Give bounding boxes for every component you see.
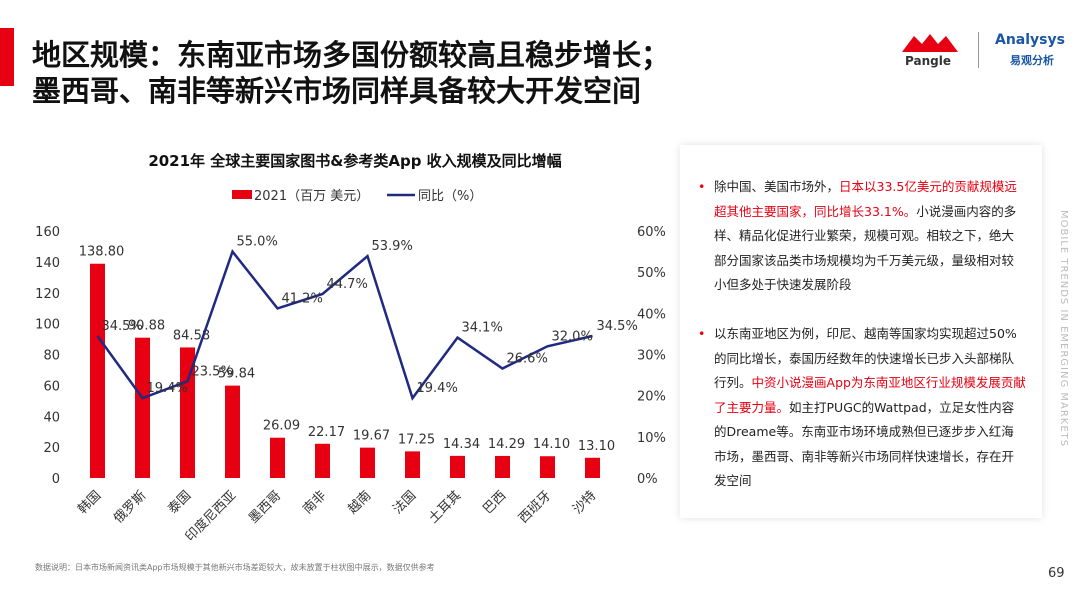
bar-label: 14.10 bbox=[533, 437, 570, 452]
x-tick-label: 越南 bbox=[345, 488, 375, 518]
bar-label: 17.25 bbox=[398, 432, 435, 447]
x-tick-label: 西班牙 bbox=[516, 488, 554, 526]
y-tick-label: 160 bbox=[35, 225, 60, 240]
bar-label: 14.29 bbox=[488, 437, 525, 452]
line-label: 53.9% bbox=[372, 239, 413, 254]
line-label: 26.6% bbox=[507, 351, 548, 366]
bar-label: 90.88 bbox=[128, 319, 165, 334]
line-label: 23.5% bbox=[192, 364, 233, 379]
x-tick-label: 韩国 bbox=[75, 488, 104, 517]
x-tick-label: 南非 bbox=[300, 488, 330, 518]
y2-tick-label: 30% bbox=[637, 349, 666, 364]
bar-label: 138.80 bbox=[79, 245, 125, 260]
bar bbox=[180, 347, 195, 478]
text-run: 中资小说漫画App为东南亚地区行业规模发展贡献了主要力量。 bbox=[714, 375, 1026, 415]
text-run: 以东南亚地区为例，印尼、越南等国家均实现超过50%的同比增长，泰国历经数年的快速… bbox=[714, 326, 1017, 390]
y2-tick-label: 0% bbox=[637, 472, 658, 487]
y2-tick-label: 20% bbox=[637, 390, 666, 405]
bar-label: 59.84 bbox=[218, 367, 255, 382]
text-panel: 除中国、美国市场外，日本以33.5亿美元的贡献规模远超其他主要国家，同比增长33… bbox=[680, 145, 1042, 518]
x-tick-label: 沙特 bbox=[570, 488, 599, 517]
y2-tick-label: 60% bbox=[637, 225, 666, 240]
y-tick-label: 60 bbox=[43, 379, 60, 394]
bar-label: 14.34 bbox=[443, 437, 480, 452]
y2-tick-label: 40% bbox=[637, 307, 666, 322]
legend-label: 2021（百万 美元） bbox=[254, 189, 369, 204]
x-tick-label: 土耳其 bbox=[426, 488, 464, 526]
y-tick-label: 0 bbox=[52, 472, 60, 487]
line-label: 19.4% bbox=[147, 381, 188, 396]
line-label: 34.1% bbox=[462, 321, 503, 336]
text-run: 日本以33.5亿美元的贡献规模远超其他主要国家，同比增长33.1%。 bbox=[714, 179, 1017, 219]
text-run: 如主打PUGC的Wattpad，立足女性内容的Dreame等。东南亚市场环境成熟… bbox=[714, 399, 1015, 489]
bar bbox=[585, 457, 600, 478]
logo-right-sub: 易观分析 bbox=[1010, 54, 1054, 67]
chart: 2021年 全球主要国家图书&参考类App 收入规模及同比增幅 0 20 40 60 80… bbox=[35, 152, 666, 540]
title-line: 地区规模：东南亚市场多国份额较高且稳步增长； bbox=[32, 38, 671, 72]
pangle-icon bbox=[902, 34, 958, 52]
bar bbox=[360, 447, 375, 478]
x-tick-label: 巴西 bbox=[480, 488, 509, 517]
text-run: 小说漫画内容的多样、精品化促进行业繁荣，规模可观。相较之下，绝大部分国家该品类市… bbox=[714, 203, 1017, 293]
x-tick-label: 泰国 bbox=[165, 488, 194, 517]
bar bbox=[450, 455, 465, 478]
side-text: MOBILE TRENDS IN EMERGING MARKETS bbox=[1058, 210, 1069, 448]
y-tick-label: 40 bbox=[43, 410, 60, 425]
line-label: 19.4% bbox=[417, 381, 458, 396]
line-label: 55.0% bbox=[237, 235, 278, 250]
y-tick-label: 100 bbox=[35, 318, 60, 333]
accent-bar bbox=[0, 28, 14, 86]
line-label: 32.0% bbox=[552, 329, 593, 344]
chart-title: 2021年 全球主要国家图书&参考类App 收入规模及同比增幅 bbox=[148, 152, 561, 170]
footnote: 数据说明：日本市场新闻资讯类App市场规模于其他新兴市场差距较大，故未放置于柱状… bbox=[35, 563, 435, 572]
text-run: 除中国、美国市场外， bbox=[714, 179, 840, 194]
line-label: 44.7% bbox=[327, 277, 368, 292]
y-tick-label: 120 bbox=[35, 287, 60, 302]
x-tick-label: 墨西哥 bbox=[246, 488, 284, 526]
bar-label: 22.17 bbox=[308, 425, 345, 440]
divider bbox=[978, 32, 979, 68]
y-tick-label: 20 bbox=[43, 441, 60, 456]
logo-left: Pangle bbox=[905, 54, 951, 68]
y2-tick-label: 50% bbox=[637, 266, 666, 281]
bar bbox=[495, 455, 510, 478]
line bbox=[96, 249, 593, 401]
bar bbox=[405, 451, 420, 478]
bar bbox=[90, 263, 105, 478]
bar bbox=[270, 437, 285, 478]
bar bbox=[540, 456, 555, 478]
legend-label: 同比（%） bbox=[418, 189, 482, 204]
page-number: 69 bbox=[1048, 566, 1065, 581]
y-tick-label: 140 bbox=[35, 256, 60, 271]
line-label: 34.5% bbox=[102, 319, 143, 334]
y2-tick-label: 10% bbox=[637, 431, 666, 446]
bar bbox=[225, 385, 240, 478]
x-tick-label: 俄罗斯 bbox=[111, 488, 149, 526]
title-line: 墨西哥、南非等新兴市场同样具备较大开发空间 bbox=[32, 74, 642, 108]
y-tick-label: 80 bbox=[43, 349, 60, 364]
line-label: 41.2% bbox=[282, 291, 323, 306]
logo-right: Analysys bbox=[995, 32, 1065, 48]
bullet: 除中国、美国市场外，日本以33.5亿美元的贡献规模远超其他主要国家，同比增长33… bbox=[698, 175, 1026, 298]
bar bbox=[135, 337, 150, 478]
bullet: 以东南亚地区为例，印尼、越南等国家均实现超过50%的同比增长，泰国历经数年的快速… bbox=[698, 322, 1026, 494]
bar-label: 13.10 bbox=[578, 439, 615, 454]
x-tick-label: 法国 bbox=[390, 488, 419, 517]
bar bbox=[315, 443, 330, 478]
line-label: 34.5% bbox=[597, 319, 638, 334]
bar-label: 26.09 bbox=[263, 419, 300, 434]
bar-label: 19.67 bbox=[353, 429, 390, 444]
legend-swatch bbox=[232, 190, 252, 199]
